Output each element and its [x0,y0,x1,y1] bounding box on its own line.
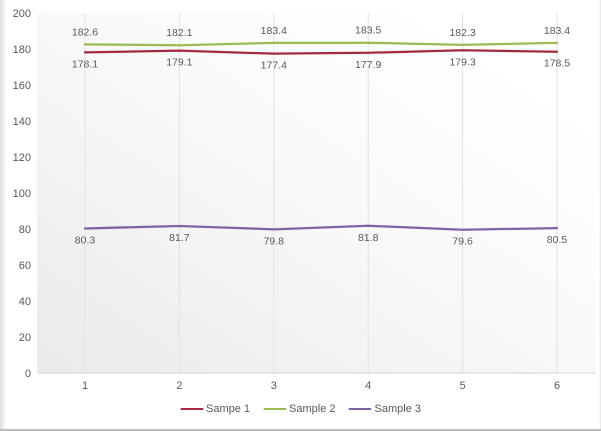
legend-swatch-sample-1 [180,407,203,411]
window-edge-bottom [0,429,601,431]
legend-item-sample-2: Sample 2 [263,403,336,415]
legend-swatch-sample-2 [263,407,287,411]
x-tick-label: 4 [365,380,371,392]
data-label: 182.6 [72,26,98,38]
y-tick-label: 80 [19,224,31,236]
data-label: 79.6 [452,236,473,248]
x-tick-label: 5 [460,380,466,392]
y-tick-label: 180 [13,44,31,56]
legend-swatch-sample-3 [348,407,372,411]
series-line-sampe-1 [83,49,559,55]
x-tick-label: 2 [176,380,182,392]
data-label: 177.4 [261,60,287,72]
data-label: 79.8 [264,235,285,247]
window-edge-left [0,0,6,431]
data-label: 81.8 [358,232,379,244]
data-label: 183.4 [261,25,287,37]
window-edge-right [599,0,601,431]
data-label: 182.3 [449,27,475,39]
legend-item-sample-1: Sampe 1 [180,403,250,415]
plot-area [37,13,596,373]
y-tick-label: 120 [13,152,31,164]
series-line-sample-3 [83,224,559,231]
x-tick-label: 3 [271,380,277,392]
data-label: 80.5 [547,234,568,246]
legend-label: Sample 2 [289,403,336,415]
x-tick-label: 6 [554,380,560,392]
data-label: 177.9 [355,59,381,71]
legend-label: Sample 3 [374,403,421,415]
legend-item-sample-3: Sample 3 [348,403,421,415]
x-tick-label: 1 [82,380,88,392]
data-label: 182.1 [166,27,192,39]
y-tick-label: 100 [13,188,31,200]
y-tick-label: 60 [19,260,31,272]
y-tick-label: 140 [13,116,31,128]
data-label: 80.3 [75,234,96,246]
y-tick-label: 160 [13,80,31,92]
data-label: 179.3 [449,56,475,68]
data-label: 81.7 [169,232,190,244]
data-label: 178.1 [72,58,98,70]
y-tick-label: 200 [13,8,31,20]
legend: Sampe 1 Sample 2 Sample 3 [180,403,421,415]
data-label: 183.5 [355,25,381,37]
legend-label: Sampe 1 [206,403,251,415]
y-tick-label: 20 [19,332,31,344]
data-label: 179.1 [166,57,192,69]
series-line-sample-2 [83,41,559,47]
data-label: 178.5 [544,58,570,70]
y-tick-label: 0 [25,368,31,380]
data-label: 183.4 [544,25,570,37]
y-tick-label: 40 [19,296,31,308]
